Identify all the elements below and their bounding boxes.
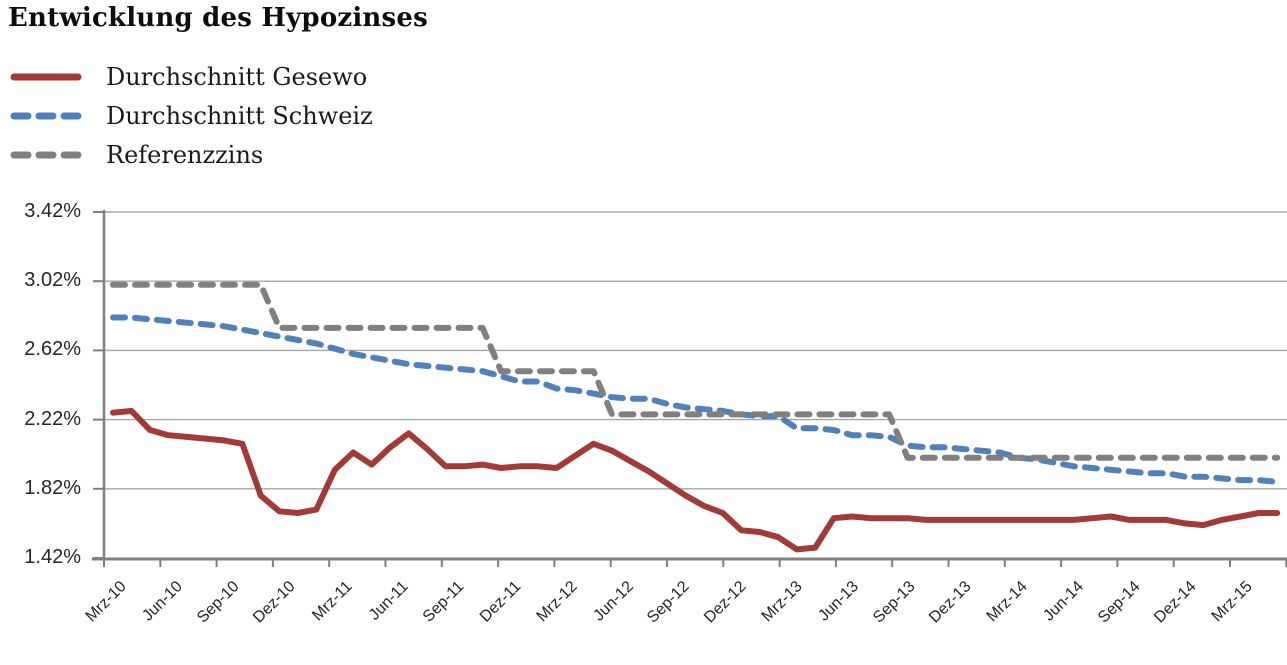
legend-label: Durchschnitt Schweiz [106, 102, 373, 130]
y-axis-label: 3.42% [24, 200, 81, 222]
legend-line-dashed-icon [10, 112, 82, 120]
series-line-referenzzins [110, 281, 1281, 461]
y-axis-label: 1.42% [24, 546, 81, 568]
y-axis-label: 3.02% [24, 269, 81, 292]
legend-label: Referenzzins [106, 141, 264, 169]
y-axis-label: 2.62% [24, 338, 81, 361]
legend-item-schweiz: Durchschnitt Schweiz [10, 101, 373, 131]
series-line-durchschnitt-schweiz [110, 314, 1281, 485]
y-axis-label: 2.22% [24, 407, 81, 430]
legend: Durchschnitt Gesewo Durchschnitt Schweiz… [10, 62, 373, 170]
legend-item-referenzzins: Referenzzins [10, 140, 373, 170]
legend-item-gesewo: Durchschnitt Gesewo [10, 62, 373, 92]
legend-line-solid-icon [10, 73, 82, 81]
legend-line-dashed-icon [10, 151, 82, 159]
legend-label: Durchschnitt Gesewo [106, 63, 368, 91]
series-line-durchschnitt-gesewo [110, 407, 1281, 553]
y-axis-label: 1.82% [24, 476, 81, 499]
chart-title: Entwicklung des Hypozinses [8, 3, 428, 33]
